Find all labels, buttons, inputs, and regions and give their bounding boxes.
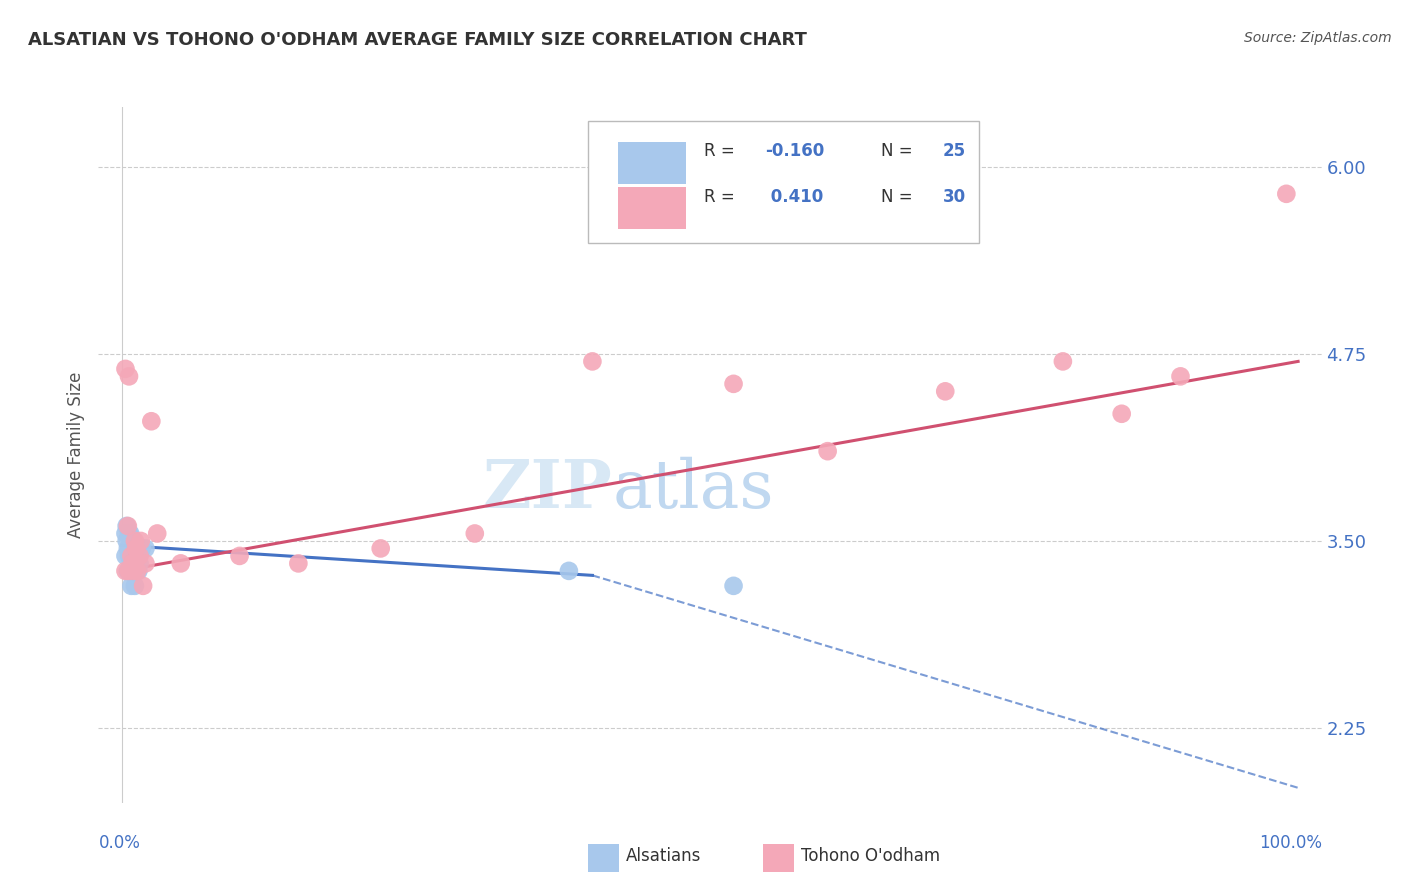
Point [114, 549, 136, 563]
Point [287, 557, 309, 571]
Point [118, 564, 141, 578]
Text: Alsatians: Alsatians [626, 847, 702, 865]
Point [125, 557, 148, 571]
Y-axis label: Average Family Size: Average Family Size [67, 372, 86, 538]
Point [129, 533, 152, 548]
Point [120, 526, 142, 541]
Text: 0.0%: 0.0% [98, 834, 141, 852]
Point [723, 376, 745, 391]
Point [120, 541, 142, 556]
Point [114, 526, 136, 541]
Point [114, 362, 136, 376]
Text: ALSATIAN VS TOHONO O'ODHAM AVERAGE FAMILY SIZE CORRELATION CHART: ALSATIAN VS TOHONO O'ODHAM AVERAGE FAMIL… [28, 31, 807, 49]
FancyBboxPatch shape [588, 121, 979, 243]
Point [118, 369, 141, 384]
Point [146, 526, 169, 541]
Point [934, 384, 956, 399]
Point [127, 564, 149, 578]
Point [115, 533, 138, 548]
Point [117, 541, 139, 556]
Point [120, 579, 142, 593]
Point [131, 541, 153, 556]
Point [121, 533, 143, 548]
Point [558, 564, 581, 578]
Text: atlas: atlas [612, 457, 773, 523]
Text: 25: 25 [942, 142, 966, 160]
Point [464, 526, 486, 541]
Point [115, 519, 138, 533]
Point [120, 549, 142, 563]
Text: R =: R = [704, 142, 740, 160]
Text: -0.160: -0.160 [765, 142, 824, 160]
Point [124, 533, 146, 548]
Point [1111, 407, 1133, 421]
Point [128, 557, 150, 571]
Text: ZIP: ZIP [482, 458, 612, 522]
Point [817, 444, 839, 458]
Point [118, 549, 141, 563]
Point [124, 557, 146, 571]
Point [170, 557, 193, 571]
Point [117, 519, 139, 533]
Point [127, 564, 149, 578]
Point [127, 549, 149, 563]
Text: N =: N = [882, 188, 918, 206]
Point [370, 541, 392, 556]
Point [118, 526, 141, 541]
Point [132, 579, 155, 593]
Point [121, 557, 143, 571]
Point [117, 564, 139, 578]
Point [1275, 186, 1298, 201]
Point [1052, 354, 1074, 368]
Point [134, 557, 156, 571]
Text: 30: 30 [942, 188, 966, 206]
Point [125, 541, 148, 556]
Point [134, 541, 156, 556]
Text: 0.410: 0.410 [765, 188, 824, 206]
Point [228, 549, 250, 563]
Point [1170, 369, 1192, 384]
Point [141, 414, 163, 428]
FancyBboxPatch shape [619, 142, 686, 184]
Text: 100.0%: 100.0% [1258, 834, 1322, 852]
Text: R =: R = [704, 188, 740, 206]
Point [122, 564, 145, 578]
Point [122, 541, 145, 556]
Point [581, 354, 603, 368]
Text: Tohono O'odham: Tohono O'odham [801, 847, 941, 865]
Text: Source: ZipAtlas.com: Source: ZipAtlas.com [1244, 31, 1392, 45]
Point [114, 564, 136, 578]
Point [124, 579, 146, 593]
Point [121, 549, 143, 563]
Text: N =: N = [882, 142, 918, 160]
Point [723, 579, 745, 593]
Point [122, 564, 145, 578]
Point [128, 549, 150, 563]
FancyBboxPatch shape [619, 187, 686, 229]
